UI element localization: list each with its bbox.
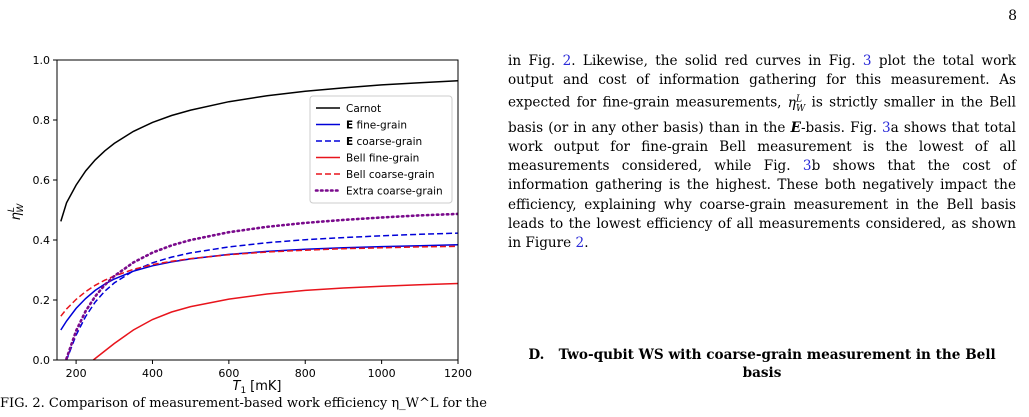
plot-frame xyxy=(56,59,459,361)
x-tick-label: 1200 xyxy=(444,367,472,380)
series-line-2 xyxy=(65,232,458,360)
legend-label-0: Carnot xyxy=(346,103,381,115)
x-tick-label: 800 xyxy=(295,367,316,380)
legend-label-1: E fine-grain xyxy=(346,120,407,132)
y-tick-label: 0.0 xyxy=(33,354,51,367)
axis-ticks: 200 400 600 800 1000 1200 0.0 0.2 0.4 0.6 0.8 1.0 xyxy=(33,54,473,380)
page-number: 8 xyxy=(1008,8,1017,24)
series-line-4 xyxy=(60,245,458,317)
y-tick-label: 0.2 xyxy=(33,294,51,307)
e-basis-symbol: E xyxy=(790,119,801,136)
legend-box xyxy=(309,95,453,204)
fig-ref-3[interactable]: 3 xyxy=(862,53,872,69)
legend-label-2: E coarse-grain xyxy=(346,136,422,148)
series-layer xyxy=(60,79,458,360)
y-tick-label: 1.0 xyxy=(33,54,51,67)
series-line-0 xyxy=(60,79,458,222)
x-tick-label: 600 xyxy=(218,367,239,380)
y-tick-label: 0.4 xyxy=(33,234,51,247)
fig-ref-2[interactable]: 2 xyxy=(562,53,572,69)
x-tick-label: 200 xyxy=(66,367,87,380)
x-tick-label: 1000 xyxy=(368,367,396,380)
x-axis-label: T1 [mK] xyxy=(232,379,281,396)
y-axis-label: ηLW xyxy=(7,203,26,221)
figure-caption: FIG. 2. Comparison of measurement-based … xyxy=(0,396,487,411)
legend-label-5: Extra coarse-grain xyxy=(346,186,443,198)
series-line-3 xyxy=(92,282,458,360)
series-line-5 xyxy=(64,212,458,360)
efficiency-chart: 200 400 600 800 1000 1200 0.0 0.2 0.4 0.6 0.8 1.0 C… xyxy=(7,54,473,396)
section-heading: D. Two-qubit WS with coarse-grain measur… xyxy=(528,347,996,381)
fig-ref-3[interactable]: 3 xyxy=(802,158,812,175)
legend: Carnot E fine-grain E coarse-grain Bell fin… xyxy=(309,95,453,204)
legend-label-4: Bell coarse-grain xyxy=(346,169,435,181)
fig-ref-2[interactable]: 2 xyxy=(575,235,585,252)
x-tick-label: 400 xyxy=(142,367,163,380)
y-tick-label: 0.6 xyxy=(33,174,51,187)
legend-label-3: Bell fine-grain xyxy=(346,153,419,165)
body-paragraph: in Fig. 2. Likewise, the solid red curve… xyxy=(508,53,1016,252)
y-tick-label: 0.8 xyxy=(33,114,51,127)
eta-symbol: ηLW xyxy=(787,94,806,114)
series-line-1 xyxy=(60,244,458,331)
fig-ref-3[interactable]: 3 xyxy=(882,119,891,136)
